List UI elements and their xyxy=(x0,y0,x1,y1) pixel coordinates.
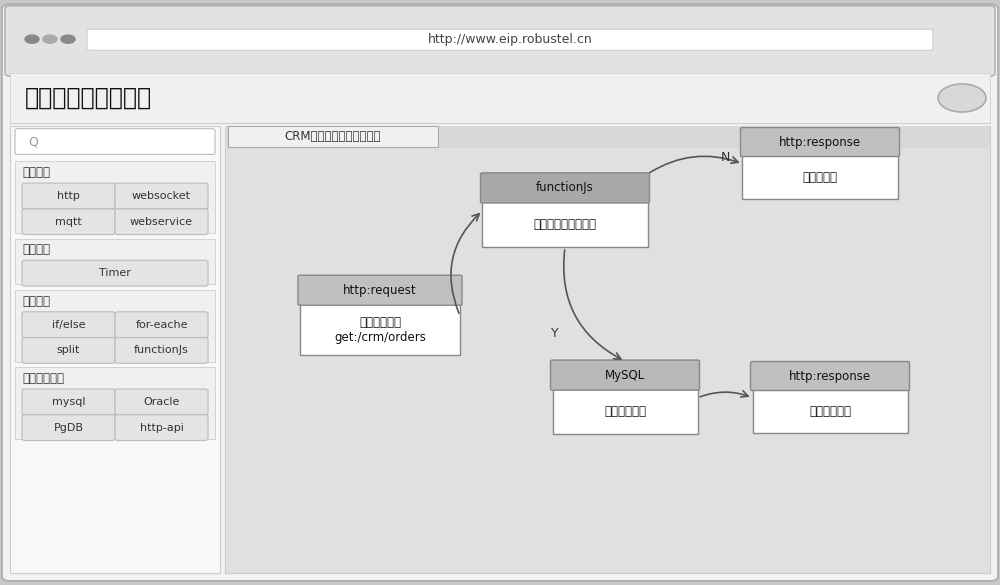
Text: 触发节点: 触发节点 xyxy=(22,243,50,256)
FancyBboxPatch shape xyxy=(22,389,115,415)
FancyBboxPatch shape xyxy=(87,29,933,50)
FancyBboxPatch shape xyxy=(740,128,900,157)
Text: 返回查询结果: 返回查询结果 xyxy=(809,405,851,418)
Text: 数据对接节点: 数据对接节点 xyxy=(22,372,64,385)
FancyArrowPatch shape xyxy=(700,391,748,397)
Text: 接入节点: 接入节点 xyxy=(22,166,50,179)
Text: for-eache: for-eache xyxy=(135,319,188,330)
FancyArrowPatch shape xyxy=(564,250,621,359)
FancyBboxPatch shape xyxy=(300,276,460,355)
FancyBboxPatch shape xyxy=(742,129,898,199)
Circle shape xyxy=(43,35,57,43)
Circle shape xyxy=(25,35,39,43)
FancyBboxPatch shape xyxy=(115,338,208,363)
Text: 返回错误码: 返回错误码 xyxy=(802,171,838,184)
Text: http://www.eip.robustel.cn: http://www.eip.robustel.cn xyxy=(428,33,592,46)
Text: N: N xyxy=(720,151,730,164)
FancyBboxPatch shape xyxy=(115,183,208,209)
FancyBboxPatch shape xyxy=(753,363,908,433)
FancyBboxPatch shape xyxy=(552,361,698,434)
Text: 订单查询接口
get:/crm/orders: 订单查询接口 get:/crm/orders xyxy=(334,316,426,344)
Text: mysql: mysql xyxy=(52,397,85,407)
Text: Y: Y xyxy=(551,327,559,340)
FancyBboxPatch shape xyxy=(15,367,215,439)
FancyBboxPatch shape xyxy=(225,126,990,573)
Text: http:response: http:response xyxy=(789,370,871,383)
FancyBboxPatch shape xyxy=(115,389,208,415)
Text: if/else: if/else xyxy=(52,319,85,330)
FancyArrowPatch shape xyxy=(650,156,738,173)
Text: functionJs: functionJs xyxy=(536,181,594,194)
FancyBboxPatch shape xyxy=(228,126,438,147)
FancyBboxPatch shape xyxy=(15,161,215,233)
FancyBboxPatch shape xyxy=(550,360,700,390)
FancyBboxPatch shape xyxy=(15,239,215,284)
Text: webservice: webservice xyxy=(130,216,193,227)
FancyBboxPatch shape xyxy=(10,73,990,123)
FancyBboxPatch shape xyxy=(22,312,115,338)
Text: MySQL: MySQL xyxy=(605,369,645,381)
Text: Oracle: Oracle xyxy=(143,397,180,407)
Text: http:request: http:request xyxy=(343,284,417,297)
Text: Q: Q xyxy=(28,135,38,148)
FancyBboxPatch shape xyxy=(482,174,648,247)
FancyBboxPatch shape xyxy=(298,276,462,305)
FancyBboxPatch shape xyxy=(115,209,208,235)
FancyBboxPatch shape xyxy=(10,126,220,573)
FancyBboxPatch shape xyxy=(115,312,208,338)
Text: 请求鉴权和参数校验: 请求鉴权和参数校验 xyxy=(534,218,596,231)
FancyBboxPatch shape xyxy=(480,173,650,203)
FancyBboxPatch shape xyxy=(22,183,115,209)
Text: http-api: http-api xyxy=(140,422,183,433)
Text: 查询订单数据: 查询订单数据 xyxy=(604,405,646,418)
Circle shape xyxy=(61,35,75,43)
Text: mqtt: mqtt xyxy=(55,216,82,227)
Text: PgDB: PgDB xyxy=(54,422,84,433)
FancyBboxPatch shape xyxy=(2,4,998,581)
Text: Timer: Timer xyxy=(99,268,131,278)
Text: http: http xyxy=(57,191,80,201)
Text: http:response: http:response xyxy=(779,136,861,149)
FancyBboxPatch shape xyxy=(22,415,115,441)
FancyArrowPatch shape xyxy=(451,214,479,314)
Text: 逻辑节点: 逻辑节点 xyxy=(22,295,50,308)
FancyBboxPatch shape xyxy=(750,362,910,391)
FancyBboxPatch shape xyxy=(22,260,208,286)
FancyBboxPatch shape xyxy=(15,290,215,362)
Text: 企业信息集成控制台: 企业信息集成控制台 xyxy=(25,86,152,110)
FancyBboxPatch shape xyxy=(225,126,990,148)
FancyBboxPatch shape xyxy=(22,209,115,235)
Text: functionJs: functionJs xyxy=(134,345,189,356)
FancyBboxPatch shape xyxy=(15,129,215,154)
FancyBboxPatch shape xyxy=(115,415,208,441)
Circle shape xyxy=(938,84,986,112)
Text: split: split xyxy=(57,345,80,356)
FancyBboxPatch shape xyxy=(5,6,995,76)
FancyBboxPatch shape xyxy=(22,338,115,363)
Text: websocket: websocket xyxy=(132,191,191,201)
Text: CRM对外提供订单信息接口: CRM对外提供订单信息接口 xyxy=(285,130,381,143)
